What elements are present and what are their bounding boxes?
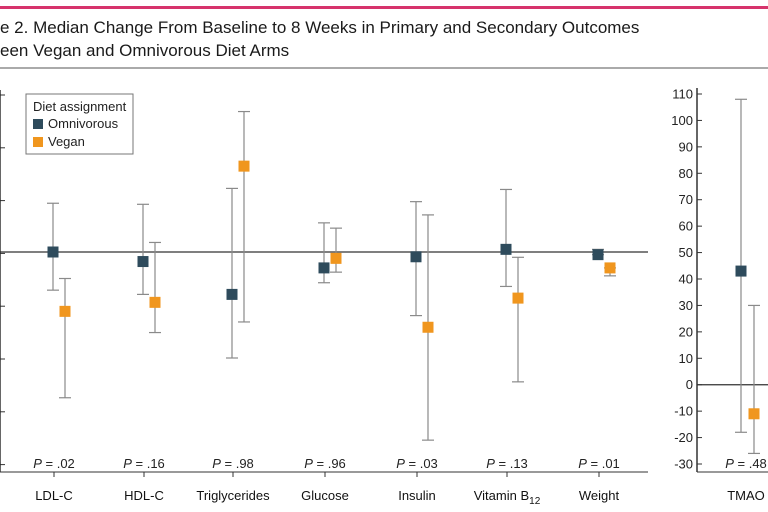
p-value-weight: P = .01 [578,456,620,471]
category-label-vitamin-b12: Vitamin B12 [474,488,541,507]
category-label-weight: Weight [579,488,620,503]
left-y-tick-label: 0 [0,193,1,208]
point-omnivorous-insulin [410,251,422,263]
legend-swatch-vegan [33,137,43,147]
point-omnivorous-vitamin-b12 [500,243,512,255]
p-value-triglycerides: P = .98 [212,456,254,471]
p-value-tmao: P = .48 [725,456,767,471]
right-panel-tmao: 1101009080706050403020100-10-20-30TMAOP … [671,87,768,503]
right-y-tick-label: 40 [679,272,693,287]
legend-label-vegan: Vegan [48,134,85,149]
category-label-triglycerides: Triglycerides [196,488,270,503]
right-y-tick-label: 70 [679,192,693,207]
p-value-hdl-c: P = .16 [123,456,165,471]
point-vegan-insulin [422,321,434,333]
right-y-tick-label: 10 [679,351,693,366]
point-vegan-weight [604,262,616,274]
p-value-ldl-c: P = .02 [33,456,75,471]
point-vegan-glucose [330,252,342,264]
legend-box [25,93,134,155]
top-accent-rule [0,6,768,9]
right-y-tick-label: -20 [674,430,693,445]
left-y-tick-label: 0 [0,404,1,419]
p-value-vitamin-b12: P = .13 [486,456,528,471]
left-panel: 0 0 0 0 0 0 0 0 LDL-C P = .02 HDL-C P = .16 Triglyce… [0,88,648,507]
point-omnivorous-triglycerides [226,288,238,300]
point-vegan-tmao [748,408,760,420]
point-vegan-hdl-c [149,296,161,308]
point-vegan-triglycerides [238,160,250,172]
right-y-tick-label: 0 [686,377,693,392]
figure-title: e 2. Median Change From Baseline to 8 We… [0,16,768,62]
point-omnivorous-tmao [735,265,747,277]
point-omnivorous-ldl-c [47,246,59,258]
category-label-glucose: Glucose [301,488,349,503]
left-y-tick-label: 0 [0,457,1,472]
category-label-tmao: TMAO [727,488,765,503]
legend-label-omnivorous: Omnivorous [48,116,119,131]
right-y-tick-label: 50 [679,245,693,260]
right-y-tick-label: 100 [671,113,693,128]
p-value-insulin: P = .03 [396,456,438,471]
legend: Diet assignment Omnivorous Vegan [25,93,134,155]
figure-title-line-2: een Vegan and Omnivorous Diet Arms [0,41,290,60]
point-omnivorous-glucose [318,262,330,274]
category-label-insulin: Insulin [398,488,436,503]
category-label-ldl-c: LDL-C [35,488,73,503]
right-y-tick-label: 20 [679,324,693,339]
left-y-tick-label: 0 [0,246,1,261]
right-y-tick-label: 110 [672,87,693,102]
left-y-tick-label: 0 [0,88,1,103]
left-y-tick-label: 0 [0,140,1,155]
legend-title: Diet assignment [33,99,127,114]
left-y-tick-label: 0 [0,299,1,314]
point-vegan-vitamin-b12 [512,292,524,304]
right-y-tick-label: -10 [674,404,693,419]
left-y-tick-label: 0 [0,352,1,367]
right-y-tick-label: 90 [679,139,693,154]
right-y-tick-label: 30 [679,298,693,313]
right-y-tick-label: -30 [674,457,693,472]
right-y-tick-label: 80 [679,166,693,181]
figure-title-line-1: e 2. Median Change From Baseline to 8 We… [0,18,640,37]
legend-swatch-omnivorous [33,119,43,129]
point-omnivorous-hdl-c [137,256,149,268]
point-omnivorous-weight [592,249,604,261]
p-value-glucose: P = .96 [304,456,346,471]
right-y-tick-label: 60 [679,219,693,234]
category-label-hdl-c: HDL-C [124,488,164,503]
point-vegan-ldl-c [59,305,71,317]
